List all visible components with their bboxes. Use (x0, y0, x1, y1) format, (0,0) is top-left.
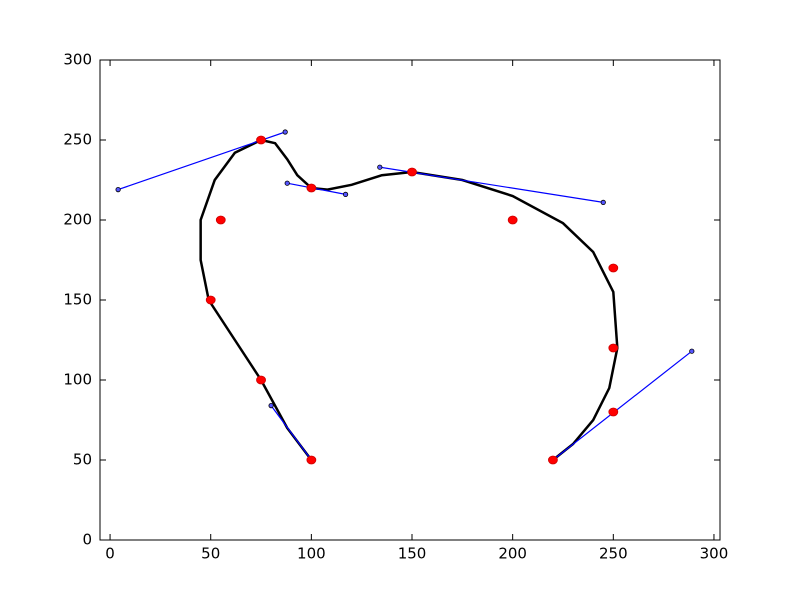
control-point (205, 295, 216, 305)
x-tick-label: 50 (201, 545, 220, 563)
x-tick-label: 0 (105, 545, 115, 563)
control-point (608, 263, 619, 273)
handle-line (552, 350, 693, 461)
handle-point (689, 348, 695, 354)
control-point (215, 215, 226, 225)
y-tick-label: 100 (63, 371, 92, 389)
axes-frame (99, 59, 721, 541)
control-point (548, 455, 558, 465)
x-tick-label: 150 (398, 545, 427, 563)
control-point (256, 135, 266, 145)
handle-point (377, 164, 383, 170)
handle-point (268, 402, 274, 409)
plot-area (100, 60, 720, 540)
y-tick-label: 50 (73, 451, 92, 469)
x-tick-label: 250 (599, 545, 628, 563)
y-tick-label: 300 (63, 51, 92, 69)
control-point (407, 167, 417, 177)
handle-point (600, 199, 606, 205)
handle-point (284, 180, 290, 186)
handle-point (342, 191, 349, 197)
control-point (507, 215, 518, 225)
handle-line (287, 182, 346, 195)
y-tick-label: 0 (82, 531, 92, 549)
control-point (608, 343, 619, 353)
x-tick-label: 300 (700, 545, 729, 563)
handle-line (379, 166, 604, 203)
control-point (256, 375, 266, 385)
y-tick-label: 150 (63, 291, 92, 309)
handle-line (270, 405, 312, 461)
handle-point (282, 129, 288, 135)
handle-point (115, 187, 121, 193)
control-point (608, 407, 619, 417)
control-point (306, 455, 317, 465)
y-tick-label: 200 (63, 211, 92, 229)
x-tick-label: 200 (498, 545, 527, 563)
control-point (306, 183, 317, 193)
y-tick-label: 250 (63, 131, 92, 149)
x-tick-label: 100 (297, 545, 326, 563)
